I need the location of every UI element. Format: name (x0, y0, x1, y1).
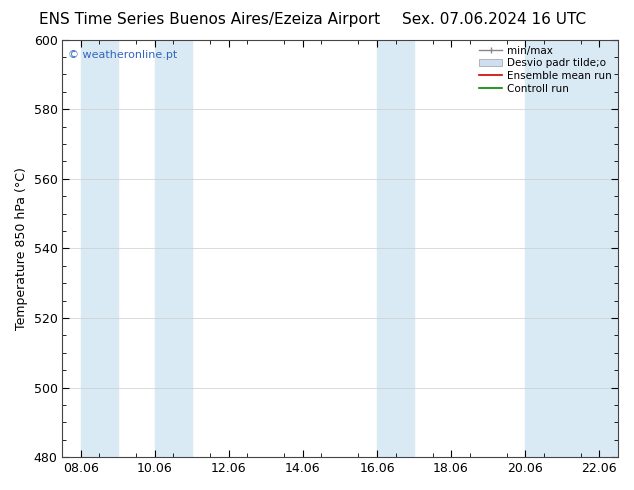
Text: ENS Time Series Buenos Aires/Ezeiza Airport: ENS Time Series Buenos Aires/Ezeiza Airp… (39, 12, 380, 27)
Bar (377, 40, 414, 457)
Y-axis label: Temperature 850 hPa (°C): Temperature 850 hPa (°C) (15, 167, 28, 330)
Text: Sex. 07.06.2024 16 UTC: Sex. 07.06.2024 16 UTC (403, 12, 586, 27)
Bar (155, 40, 192, 457)
Legend: min/max, Desvio padr tilde;o, Ensemble mean run, Controll run: min/max, Desvio padr tilde;o, Ensemble m… (476, 43, 614, 97)
Bar (81, 40, 118, 457)
Bar (525, 40, 618, 457)
Text: © weatheronline.pt: © weatheronline.pt (68, 50, 178, 60)
